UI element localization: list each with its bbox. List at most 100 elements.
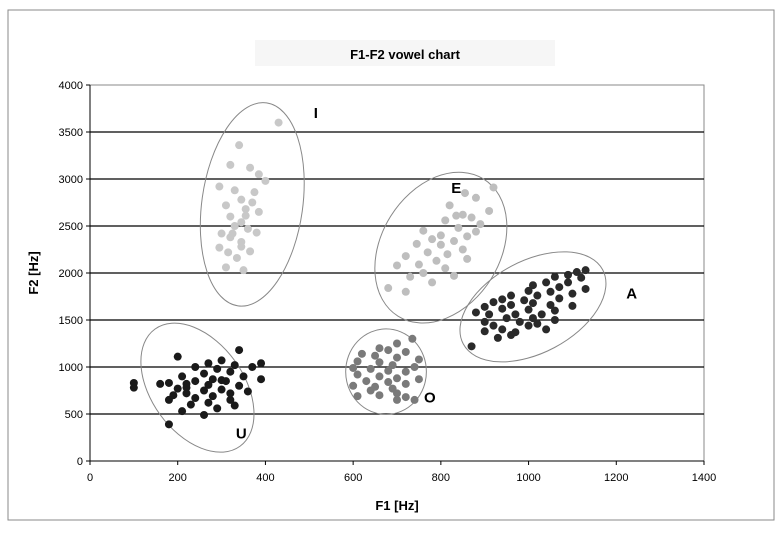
point-i bbox=[241, 205, 250, 214]
chart-title: F1-F2 vowel chart bbox=[350, 47, 460, 62]
point-u bbox=[226, 395, 235, 404]
point-e bbox=[458, 210, 467, 219]
point-e bbox=[401, 287, 410, 296]
point-u bbox=[257, 359, 266, 368]
point-i bbox=[248, 198, 257, 207]
point-o bbox=[393, 339, 401, 348]
point-o bbox=[393, 395, 401, 404]
y-tick-label: 3000 bbox=[59, 174, 83, 186]
point-a bbox=[489, 321, 498, 330]
point-o bbox=[410, 363, 419, 371]
point-i bbox=[230, 222, 239, 230]
point-i bbox=[226, 160, 235, 169]
point-a bbox=[515, 317, 524, 326]
point-u bbox=[173, 384, 182, 393]
point-i bbox=[221, 263, 230, 272]
point-a bbox=[528, 281, 537, 290]
point-i bbox=[215, 182, 224, 191]
point-e bbox=[463, 254, 472, 263]
point-i bbox=[221, 201, 230, 210]
point-e bbox=[467, 213, 476, 222]
point-a bbox=[546, 287, 555, 296]
y-tick-label: 1000 bbox=[59, 362, 83, 374]
point-i bbox=[254, 207, 263, 216]
point-i bbox=[235, 141, 244, 150]
point-i bbox=[215, 243, 224, 252]
point-u bbox=[200, 386, 209, 395]
point-e bbox=[445, 201, 454, 210]
point-u bbox=[230, 361, 239, 370]
point-i bbox=[224, 248, 233, 257]
y-tick-label: 1500 bbox=[59, 315, 83, 327]
point-e bbox=[423, 248, 432, 257]
point-e bbox=[384, 284, 393, 293]
point-a bbox=[533, 319, 542, 328]
point-u bbox=[257, 375, 266, 384]
point-u bbox=[243, 387, 252, 396]
point-a bbox=[511, 310, 520, 319]
point-i bbox=[254, 170, 263, 179]
point-o bbox=[388, 361, 397, 370]
y-tick-label: 3500 bbox=[59, 127, 83, 139]
point-u bbox=[217, 376, 226, 385]
point-e bbox=[428, 235, 437, 244]
point-u bbox=[226, 389, 235, 398]
point-e bbox=[414, 260, 423, 269]
point-e bbox=[489, 183, 498, 192]
point-a bbox=[507, 300, 516, 309]
label-o: O bbox=[424, 390, 436, 407]
point-a bbox=[489, 298, 498, 307]
point-e bbox=[401, 252, 410, 261]
point-i bbox=[246, 163, 255, 172]
point-a bbox=[546, 300, 555, 309]
point-o bbox=[353, 392, 362, 401]
point-a bbox=[528, 314, 537, 323]
point-a bbox=[480, 317, 489, 326]
point-e bbox=[428, 278, 437, 287]
point-i bbox=[241, 211, 250, 220]
point-u bbox=[213, 364, 222, 373]
point-e bbox=[419, 269, 428, 277]
point-o bbox=[362, 377, 371, 386]
point-i bbox=[261, 176, 270, 185]
point-i bbox=[228, 229, 237, 238]
x-tick-label: 0 bbox=[87, 472, 93, 484]
point-o bbox=[384, 366, 393, 375]
title-background bbox=[255, 40, 555, 66]
y-tick-label: 500 bbox=[65, 409, 83, 421]
point-e bbox=[485, 206, 494, 215]
point-u bbox=[164, 395, 173, 404]
point-e bbox=[441, 264, 450, 273]
point-a bbox=[498, 295, 507, 304]
point-o bbox=[384, 346, 393, 355]
point-u bbox=[182, 383, 191, 392]
y-axis-label: F2 [Hz] bbox=[26, 251, 41, 294]
point-a bbox=[498, 325, 507, 334]
point-a bbox=[533, 291, 542, 300]
point-i bbox=[226, 212, 235, 221]
point-a bbox=[502, 314, 511, 323]
point-a bbox=[550, 306, 559, 315]
point-u bbox=[239, 372, 248, 381]
point-i bbox=[237, 195, 246, 204]
point-u bbox=[156, 379, 165, 388]
point-o bbox=[349, 381, 358, 390]
point-o bbox=[375, 344, 384, 353]
point-i bbox=[237, 218, 246, 227]
point-a bbox=[555, 283, 564, 292]
point-i bbox=[246, 247, 255, 256]
point-e bbox=[393, 261, 401, 270]
x-axis-label: F1 [Hz] bbox=[375, 498, 418, 513]
point-i bbox=[274, 118, 283, 127]
x-tick-label: 400 bbox=[256, 472, 274, 484]
point-o bbox=[375, 372, 384, 381]
point-o bbox=[353, 357, 362, 366]
point-a bbox=[550, 316, 559, 324]
point-i bbox=[243, 224, 252, 233]
point-u bbox=[248, 363, 257, 371]
y-tick-label: 2500 bbox=[59, 221, 83, 233]
point-o bbox=[401, 347, 410, 356]
point-o bbox=[410, 395, 419, 404]
point-a bbox=[498, 304, 507, 313]
ellipse-a bbox=[459, 251, 607, 363]
